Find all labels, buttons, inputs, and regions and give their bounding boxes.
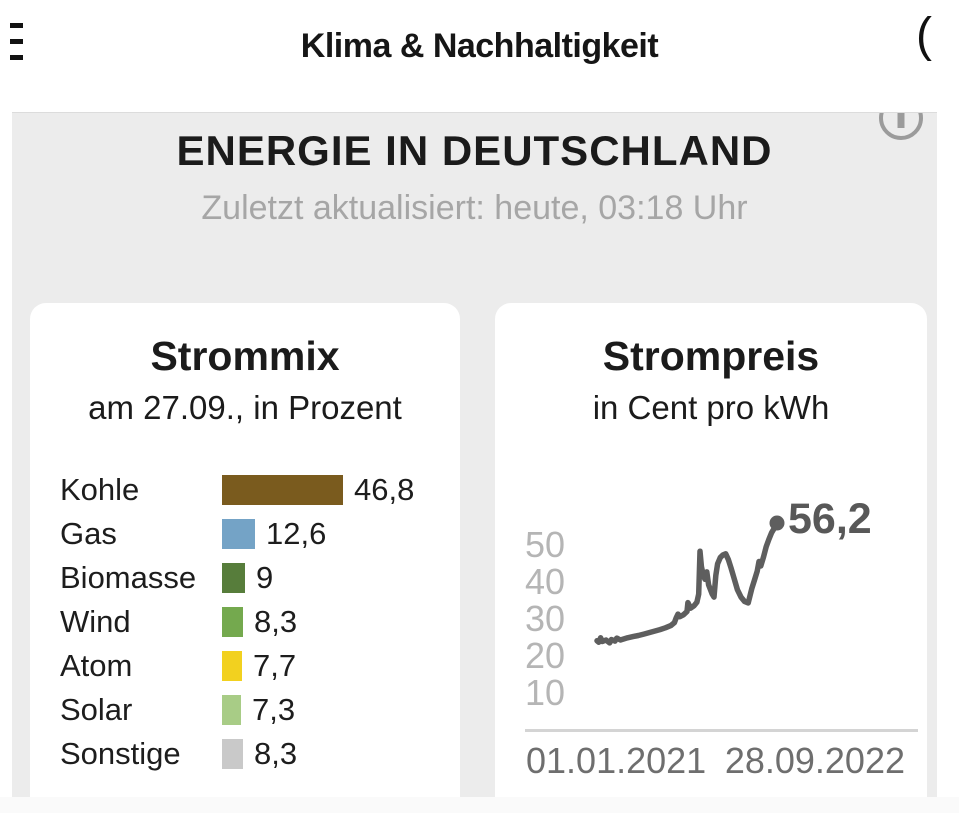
bottom-strip [0,797,959,813]
bar-row: Kohle 46,8 [60,472,460,507]
app-header: Klima & Nachhaltigkeit ( [0,0,959,112]
bar [222,475,343,505]
price-end-dot [769,515,785,531]
bar-category-label: Atom [60,648,133,683]
bar [222,695,241,725]
strompreis-subtitle: in Cent pro kWh [592,389,830,426]
bar-category-label: Kohle [60,472,140,507]
bar-value: 46,8 [354,472,415,507]
strompreis-title: Strompreis [602,333,820,379]
bar-row: Atom 7,7 [60,648,460,683]
strommix-subtitle: am 27.09., in Prozent [88,389,402,426]
y-tick-label: 30 [524,598,565,639]
bar-row: Sonstige 8,3 [60,736,460,771]
x-axis-line [525,729,918,732]
menu-icon[interactable] [10,23,24,71]
bar [222,651,242,681]
bar-value: 9 [256,560,274,595]
energy-module: ENERGIE IN DEUTSCHLAND Zuletzt aktualisi… [12,112,937,797]
price-line-chart [594,515,785,646]
module-updated-text: Zuletzt aktualisiert: heute, 03:18 Uhr [201,189,748,227]
bar-value: 7,3 [252,692,296,727]
y-tick-label: 40 [524,561,565,602]
cards-row: Strommix am 27.09., in Prozent Kohle 46,8… [30,303,927,797]
bar-category-label: Wind [60,604,131,639]
strompreis-card[interactable]: Strompreis in Cent pro kWh 50 40 30 20 10 56… [495,303,927,797]
price-line [594,520,780,646]
header-right-icon[interactable]: ( [916,9,932,62]
bar-value: 12,6 [266,516,327,551]
x-axis-labels: 01.01.2021 28.09.2022 [526,740,905,782]
x-axis-label-end: 28.09.2022 [724,740,905,781]
bar-category-label: Gas [60,516,117,551]
module-title: ENERGIE IN DEUTSCHLAND [176,127,773,174]
bar [222,563,245,593]
bar-category-label: Solar [60,692,133,727]
strommix-bar-chart: Kohle 46,8 Gas 12,6 Biomasse 9 Wind 8,3 Atom 7,7 S… [60,472,460,771]
bar-category-label: Biomasse [60,560,197,595]
price-end-value: 56,2 [788,495,872,543]
info-icon[interactable] [879,113,923,140]
y-tick-label: 10 [524,672,565,713]
bar-value: 7,7 [253,648,297,683]
bar-row: Wind 8,3 [60,604,460,639]
bar [222,519,255,549]
y-tick-label: 50 [524,524,565,565]
y-tick-label: 20 [524,635,565,676]
bar-value: 8,3 [254,604,298,639]
bar-row: Gas 12,6 [60,516,460,551]
bar [222,739,243,769]
app-header-title: Klima & Nachhaltigkeit [300,27,659,65]
bar-row: Biomasse 9 [60,560,460,595]
bar-value: 8,3 [254,736,298,771]
bar-category-label: Sonstige [60,736,181,771]
strommix-card[interactable]: Strommix am 27.09., in Prozent Kohle 46,8… [30,303,460,797]
strommix-title: Strommix [150,333,340,379]
bar [222,607,243,637]
x-axis-label-start: 01.01.2021 [526,740,707,781]
bar-row: Solar 7,3 [60,692,460,727]
